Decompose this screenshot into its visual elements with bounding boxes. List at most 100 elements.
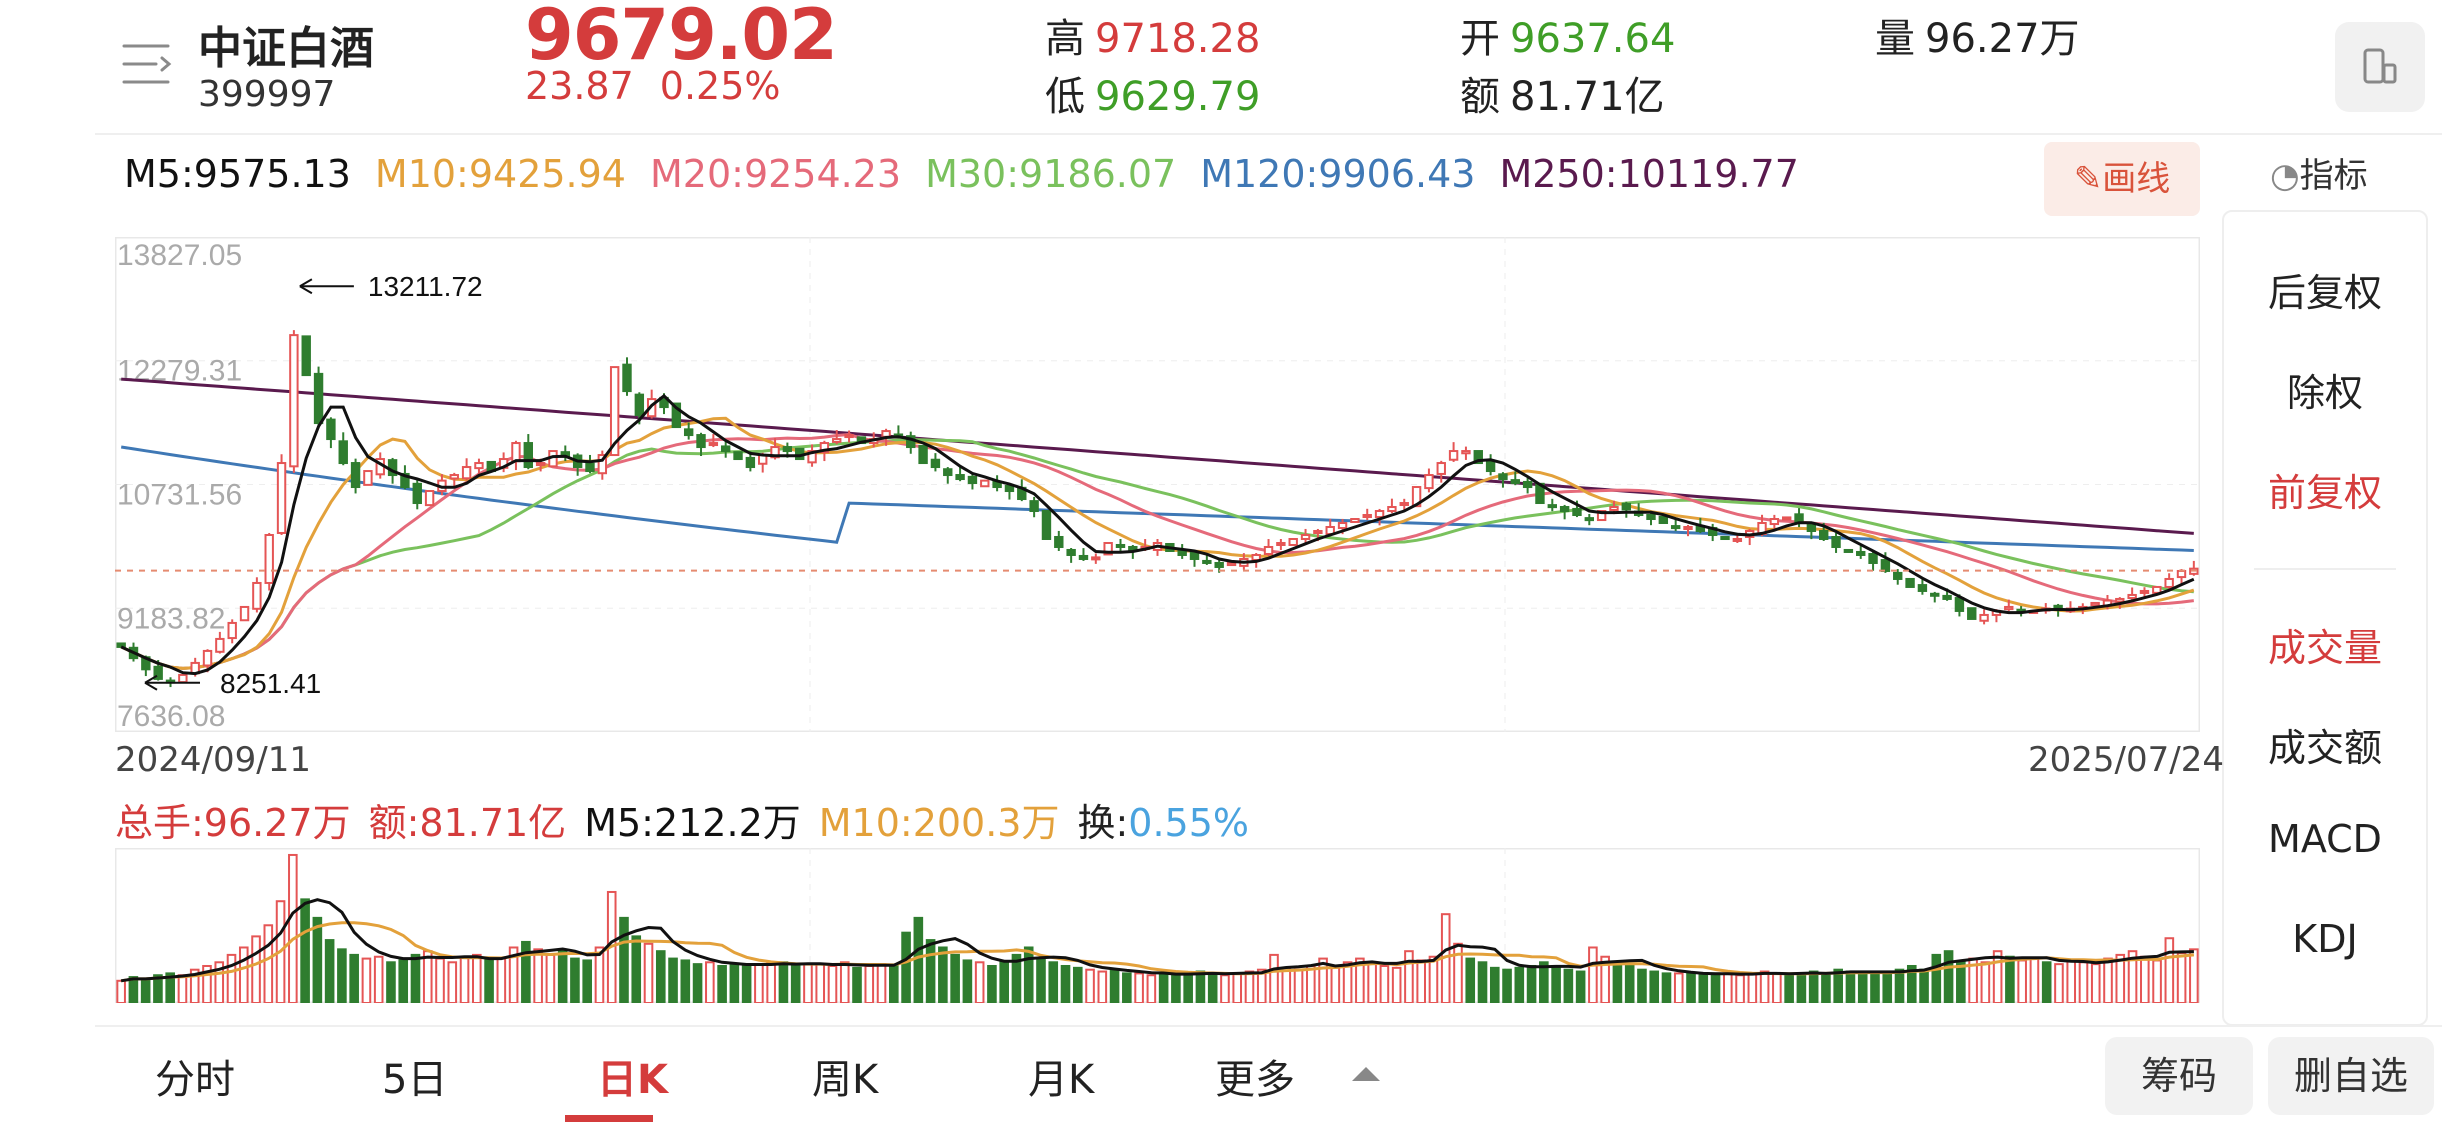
chips-button[interactable]: 筹码 bbox=[2105, 1037, 2253, 1115]
volume-bar bbox=[766, 961, 776, 1003]
tab-more[interactable]: 更多 bbox=[1215, 1057, 1295, 1103]
volume-bar bbox=[1220, 974, 1230, 1003]
volume-bar bbox=[1759, 970, 1770, 1003]
volume-bar bbox=[521, 940, 531, 1003]
volume-bar bbox=[1514, 966, 1525, 1003]
ma5-label: M5:9575.13 bbox=[124, 152, 351, 196]
candle-body bbox=[967, 475, 978, 485]
volume-bar bbox=[2115, 953, 2126, 1003]
side-item-turnover[interactable]: 成交额 bbox=[2267, 726, 2382, 770]
candle-body bbox=[918, 444, 928, 465]
remove-watchlist-button[interactable]: 删自选 bbox=[2268, 1037, 2434, 1115]
volume-bar bbox=[1391, 966, 1402, 1003]
tab-monthly-k[interactable]: 月K bbox=[1028, 1057, 1095, 1103]
candle-body bbox=[1399, 502, 1409, 507]
low-label: 低 bbox=[1045, 74, 1085, 120]
kline-chart[interactable]: 13827.0512279.3110731.569183.827636.0813… bbox=[115, 237, 2200, 732]
ma250-label: M250:10119.77 bbox=[1499, 152, 1799, 196]
current-price: 9679.02 bbox=[525, 0, 838, 76]
volume-bar bbox=[705, 961, 715, 1003]
volume-bar bbox=[140, 977, 151, 1003]
side-item-pre-adjusted[interactable]: 前复权 bbox=[2267, 471, 2382, 515]
tab-daily-k[interactable]: 日K bbox=[597, 1057, 668, 1103]
volume-bar bbox=[349, 953, 359, 1003]
pencil-icon: ✎ bbox=[2073, 159, 2103, 199]
tab-5day[interactable]: 5日 bbox=[382, 1057, 448, 1103]
volume-bar bbox=[1465, 957, 1476, 1003]
candle-body bbox=[807, 450, 817, 464]
tab-weekly-k[interactable]: 周K bbox=[812, 1057, 879, 1103]
side-item-ex-rights[interactable]: 除权 bbox=[2286, 371, 2363, 415]
side-item-macd[interactable]: MACD bbox=[2268, 817, 2382, 861]
ma20-label: M20:9254.23 bbox=[650, 152, 902, 196]
ma10-label: M10:9425.94 bbox=[374, 152, 626, 196]
candle-body bbox=[1670, 525, 1681, 530]
volume-bar bbox=[655, 950, 666, 1003]
volume-bar bbox=[1956, 961, 1966, 1003]
volume-bar bbox=[1489, 966, 1500, 1003]
candle-body bbox=[1584, 517, 1595, 522]
ma120-label: M120:9906.43 bbox=[1200, 152, 1476, 196]
volume-bar bbox=[1060, 964, 1071, 1003]
candle-body bbox=[745, 456, 756, 469]
volume-bar bbox=[1146, 974, 1157, 1003]
candle-body bbox=[1461, 450, 1471, 455]
volume-bar bbox=[1686, 972, 1696, 1003]
volume-bar bbox=[1453, 942, 1463, 1003]
volume-bar bbox=[177, 974, 188, 1003]
volume-bar bbox=[938, 946, 948, 1003]
side-item-post-adjusted[interactable]: 后复权 bbox=[2267, 271, 2382, 315]
volume-bar bbox=[1048, 961, 1059, 1003]
high-label: 高 bbox=[1045, 16, 1085, 62]
volume-value: 96.27万 bbox=[1925, 16, 2080, 62]
candle-body bbox=[338, 440, 348, 465]
volume-bar bbox=[1600, 955, 1610, 1003]
volume-bar bbox=[876, 963, 887, 1003]
candle-body bbox=[1856, 550, 1866, 556]
volume-bar bbox=[2054, 963, 2064, 1003]
volume-label: 量 bbox=[1875, 16, 1915, 62]
volume-bar bbox=[398, 959, 409, 1003]
draw-line-button[interactable]: ✎画线 bbox=[2044, 142, 2200, 216]
volume-chart[interactable] bbox=[115, 848, 2200, 1003]
candle-body bbox=[980, 479, 990, 488]
ma30-line bbox=[120, 437, 2194, 670]
volume-bar bbox=[410, 953, 421, 1003]
candle-body bbox=[1954, 597, 1965, 612]
candle-body bbox=[1782, 516, 1792, 521]
volume-bar bbox=[373, 955, 384, 1003]
volume-bar bbox=[435, 957, 445, 1003]
candle-body bbox=[239, 605, 250, 622]
candle-body bbox=[844, 434, 854, 439]
side-item-volume[interactable]: 成交量 bbox=[2267, 626, 2382, 670]
volume-bar bbox=[1772, 972, 1782, 1003]
candle-body bbox=[1485, 459, 1496, 473]
open-quote: 开 9637.64 bbox=[1460, 6, 1675, 64]
volume-bar bbox=[1269, 953, 1279, 1003]
side-item-kdj[interactable]: KDJ bbox=[2292, 917, 2358, 961]
candle-body bbox=[2139, 589, 2150, 594]
candle-body bbox=[301, 335, 311, 377]
min-price-label: 8251.41 bbox=[220, 668, 321, 699]
volume-bar bbox=[2103, 957, 2113, 1003]
candle-body bbox=[2127, 593, 2137, 600]
candle-body bbox=[1868, 553, 1878, 564]
landscape-toggle-button[interactable] bbox=[2335, 22, 2425, 112]
candle-body bbox=[1559, 506, 1570, 513]
volume-quote: 量 96.27万 bbox=[1875, 6, 2080, 64]
candle-body bbox=[215, 637, 225, 653]
candle-body bbox=[252, 581, 262, 610]
amount-label: 额 bbox=[1460, 74, 1500, 120]
indicator-label: 指标 bbox=[2299, 156, 2368, 196]
tab-intraday[interactable]: 分时 bbox=[155, 1057, 235, 1103]
volume-bar bbox=[238, 946, 249, 1003]
candle-body bbox=[1596, 510, 1607, 522]
candle-body bbox=[597, 454, 608, 475]
menu-icon[interactable] bbox=[118, 38, 178, 90]
turnover-label: 换: bbox=[1077, 801, 1129, 845]
volume-bar bbox=[1342, 961, 1353, 1003]
indicator-button[interactable]: ◔指标 bbox=[2270, 148, 2368, 197]
volume-total: 总手:96.27万 bbox=[115, 801, 351, 845]
volume-bar bbox=[1428, 955, 1439, 1003]
volume-bar bbox=[950, 953, 960, 1003]
